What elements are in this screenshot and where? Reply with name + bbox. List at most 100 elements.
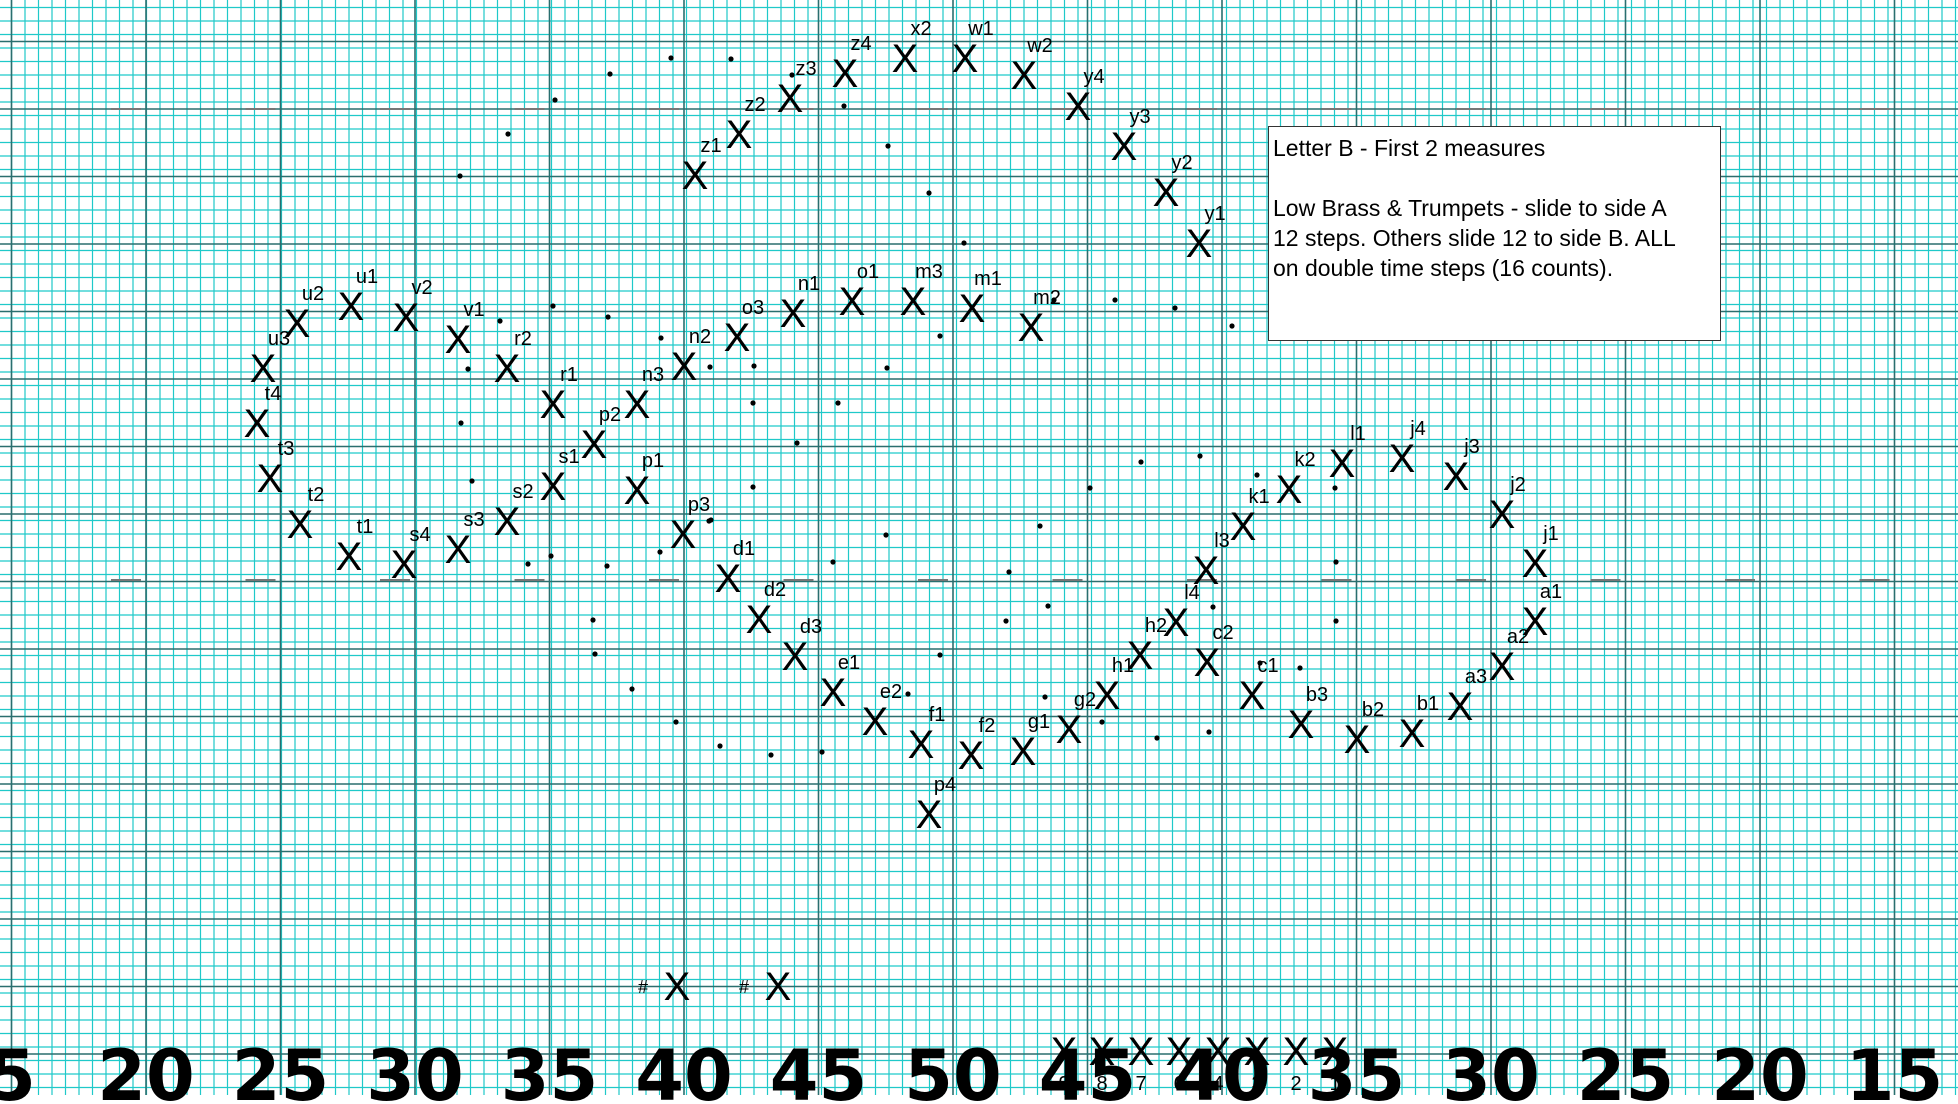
performer-x: X	[777, 77, 804, 121]
performer-label: m3	[915, 261, 943, 283]
performer-marker: Xm3	[900, 261, 943, 324]
performer-marker: Xu1	[338, 266, 378, 329]
previous-position-dot	[1257, 660, 1263, 666]
previous-position-dot	[548, 553, 554, 559]
performer-x: X	[1288, 703, 1315, 747]
performer-label: g2	[1074, 689, 1096, 711]
performer-marker: Xr1	[540, 364, 578, 427]
performer-label: z2	[744, 94, 765, 116]
performer-label: f2	[979, 715, 996, 737]
previous-position-dot	[717, 743, 723, 749]
performer-x: X	[287, 503, 314, 547]
performer-label: 9	[1058, 1073, 1069, 1095]
performer-label: y4	[1083, 66, 1104, 88]
performer-x: X	[1443, 455, 1470, 499]
performer-x: X	[1205, 1030, 1232, 1074]
performer-marker: X6	[1166, 1030, 1193, 1095]
previous-position-dot	[1045, 603, 1051, 609]
previous-position-dot	[658, 335, 664, 341]
performer-marker: Xn2	[671, 326, 711, 389]
performer-x: X	[624, 383, 651, 427]
previous-position-dot	[1333, 559, 1339, 565]
performer-x: X	[1010, 730, 1037, 774]
performer-marker: X2	[1283, 1030, 1310, 1095]
performer-marker: Xy3	[1111, 106, 1151, 169]
performer-label: 8	[1096, 1073, 1107, 1095]
performer-x: X	[1018, 306, 1045, 350]
performer-label: c2	[1212, 622, 1233, 644]
performer-label: p4	[934, 774, 956, 796]
performer-label: r2	[514, 328, 532, 350]
performer-marker: Xx2	[892, 18, 932, 81]
yard-number: 50	[904, 1035, 1001, 1104]
performer-x: X	[1489, 493, 1516, 537]
previous-position-dot	[592, 651, 598, 657]
previous-position-dot	[841, 103, 847, 109]
performer-marker: Xn1	[780, 273, 820, 336]
previous-position-dot	[789, 72, 795, 78]
performer-marker: Xl1	[1329, 423, 1366, 486]
performer-label: l3	[1214, 530, 1230, 552]
previous-position-dot	[1332, 485, 1338, 491]
performer-marker: X7	[1128, 1030, 1155, 1095]
performer-x: X	[1056, 708, 1083, 752]
performer-label: d3	[800, 616, 822, 638]
performer-x: X	[445, 318, 472, 362]
yard-number: 40	[635, 1035, 732, 1104]
performer-label: d1	[733, 538, 755, 560]
previous-position-dot	[1087, 485, 1093, 491]
performer-label: a3	[1465, 666, 1487, 688]
previous-position-dot	[1006, 569, 1012, 575]
performer-marker: Xo3	[724, 297, 764, 360]
performer-marker: Xw2	[1011, 35, 1053, 98]
performer-marker: Xr2	[494, 328, 532, 391]
previous-position-dot	[1333, 618, 1339, 624]
previous-position-dot	[750, 400, 756, 406]
performer-label: n3	[642, 364, 664, 386]
yard-number: 40	[1173, 1035, 1270, 1104]
performer-x: X	[782, 635, 809, 679]
performer-x: X	[765, 965, 792, 1009]
performer-label: t1	[357, 516, 374, 538]
performer-label: v2	[411, 277, 432, 299]
performer-label: j2	[1509, 474, 1526, 496]
performer-marker: Xb2	[1344, 699, 1384, 762]
performer-label: s4	[409, 524, 430, 546]
performer-label: z3	[795, 58, 816, 80]
performer-marker: Xd3	[782, 616, 822, 679]
performer-label: n2	[689, 326, 711, 348]
previous-position-dot	[604, 563, 610, 569]
performer-marker: Xg1	[1010, 711, 1050, 774]
previous-set-dots	[457, 55, 1339, 758]
performer-x: X	[1276, 468, 1303, 512]
performer-x: X	[1011, 54, 1038, 98]
performer-marker: X8	[1089, 1030, 1116, 1095]
previous-position-dot	[884, 365, 890, 371]
performer-label: l1	[1350, 423, 1366, 445]
performer-label: z1	[700, 135, 721, 157]
previous-position-dot	[1254, 472, 1260, 478]
performer-x: X	[1128, 1030, 1155, 1074]
previous-position-dot	[1037, 523, 1043, 529]
performer-marker: Xb1	[1399, 693, 1439, 756]
performer-marker: Xl4	[1163, 582, 1200, 645]
performer-marker: Xw1	[952, 18, 994, 81]
performer-x: X	[391, 543, 418, 587]
previous-position-dot	[819, 749, 825, 755]
previous-position-dot	[1003, 618, 1009, 624]
performer-x: X	[839, 280, 866, 324]
hash-symbol-marker: # X	[638, 965, 690, 1009]
performer-x: X	[715, 557, 742, 601]
previous-position-dot	[830, 559, 836, 565]
performer-marker: Xc1	[1239, 655, 1279, 718]
performer-label: n1	[798, 273, 820, 295]
performer-label: 1	[1329, 1073, 1340, 1095]
hash-symbol-markers: # X # X	[638, 965, 791, 1009]
performer-marker: Xy1	[1186, 203, 1226, 266]
performer-marker: Xa3	[1447, 666, 1487, 729]
performer-label: b3	[1306, 684, 1328, 706]
performer-marker: Xz1	[682, 135, 722, 198]
performer-marker: Xm1	[959, 268, 1002, 331]
performer-marker: Xm2	[1018, 287, 1061, 350]
previous-position-dot	[708, 517, 714, 523]
